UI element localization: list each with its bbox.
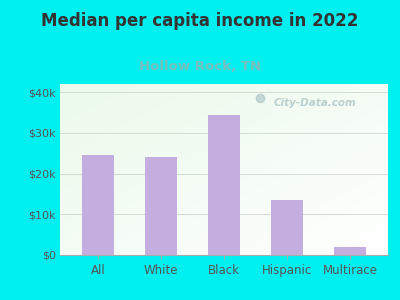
Bar (82, 155, 114, 255)
Text: Hollow Rock, TN: Hollow Rock, TN (139, 60, 261, 73)
Bar (271, 200, 303, 255)
Text: City-Data.com: City-Data.com (273, 98, 356, 108)
Bar (334, 247, 366, 255)
Bar (145, 157, 177, 255)
Text: Median per capita income in 2022: Median per capita income in 2022 (41, 12, 359, 30)
Bar (208, 115, 240, 255)
